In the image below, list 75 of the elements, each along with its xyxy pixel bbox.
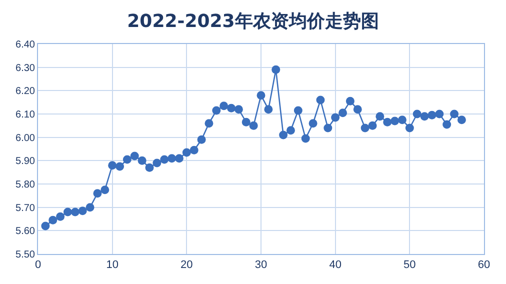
point: [145, 163, 154, 172]
point: [93, 189, 102, 198]
point: [420, 112, 429, 121]
point: [294, 106, 302, 115]
point: [390, 116, 400, 126]
point: [234, 105, 243, 114]
point: [383, 118, 392, 126]
point: [368, 121, 377, 130]
point: [308, 119, 318, 128]
point: [398, 116, 406, 124]
y-tick-label: 6.00: [16, 132, 36, 144]
x-tick-label: 50: [404, 259, 416, 272]
point: [212, 106, 221, 115]
y-tick-label: 5.70: [16, 202, 36, 214]
x-tick-label: 60: [478, 259, 490, 272]
point: [272, 65, 280, 74]
x-tick-label: 10: [106, 259, 118, 272]
point: [405, 124, 414, 132]
point: [190, 146, 198, 154]
point: [86, 203, 94, 212]
point: [130, 152, 139, 160]
y-tick-label: 5.50: [16, 250, 36, 260]
y-tick-label: 5.90: [16, 156, 36, 168]
x-tick-label: 40: [329, 259, 342, 272]
point: [346, 96, 354, 106]
point: [108, 161, 117, 170]
point: [182, 148, 191, 157]
point: [174, 154, 184, 163]
point: [242, 118, 250, 126]
point: [286, 126, 295, 135]
point: [428, 110, 436, 120]
point: [279, 130, 288, 140]
point: [442, 120, 452, 129]
point: [160, 155, 169, 164]
point: [204, 119, 214, 128]
point: [78, 206, 87, 216]
point: [457, 116, 466, 124]
point: [48, 216, 58, 224]
point: [56, 212, 65, 221]
y-tick-label: 6.30: [16, 62, 36, 74]
point: [220, 102, 228, 110]
point: [256, 91, 266, 100]
point: [376, 112, 384, 121]
point: [338, 108, 348, 118]
point: [264, 105, 273, 114]
point: [100, 186, 110, 194]
y-tick-label: 6.20: [16, 86, 36, 98]
point: [138, 156, 146, 165]
y-tick-label: 6.10: [16, 110, 36, 120]
point: [331, 113, 340, 122]
point: [63, 208, 72, 216]
point: [70, 208, 80, 216]
y-tick-label: 6.40: [16, 40, 36, 50]
y-tick-label: 5.80: [16, 180, 36, 190]
point: [324, 124, 332, 132]
point: [435, 110, 444, 118]
point: [450, 110, 459, 118]
point: [249, 121, 258, 130]
point: [122, 155, 132, 164]
point: [152, 158, 162, 168]
point: [412, 110, 422, 118]
point: [301, 134, 310, 143]
point: [227, 104, 236, 112]
point: [116, 162, 124, 171]
x-tick-label: 0: [34, 259, 42, 272]
x-tick-label: 30: [254, 259, 268, 272]
point: [360, 124, 370, 132]
point: [353, 105, 362, 114]
chart-title: 2022-2023年农资均价走势图: [127, 10, 379, 32]
x-tick-label: 20: [180, 259, 193, 272]
point: [168, 154, 176, 163]
point: [316, 96, 325, 104]
point: [197, 135, 206, 144]
point: [41, 222, 50, 230]
y-tick-label: 5.60: [16, 226, 36, 238]
